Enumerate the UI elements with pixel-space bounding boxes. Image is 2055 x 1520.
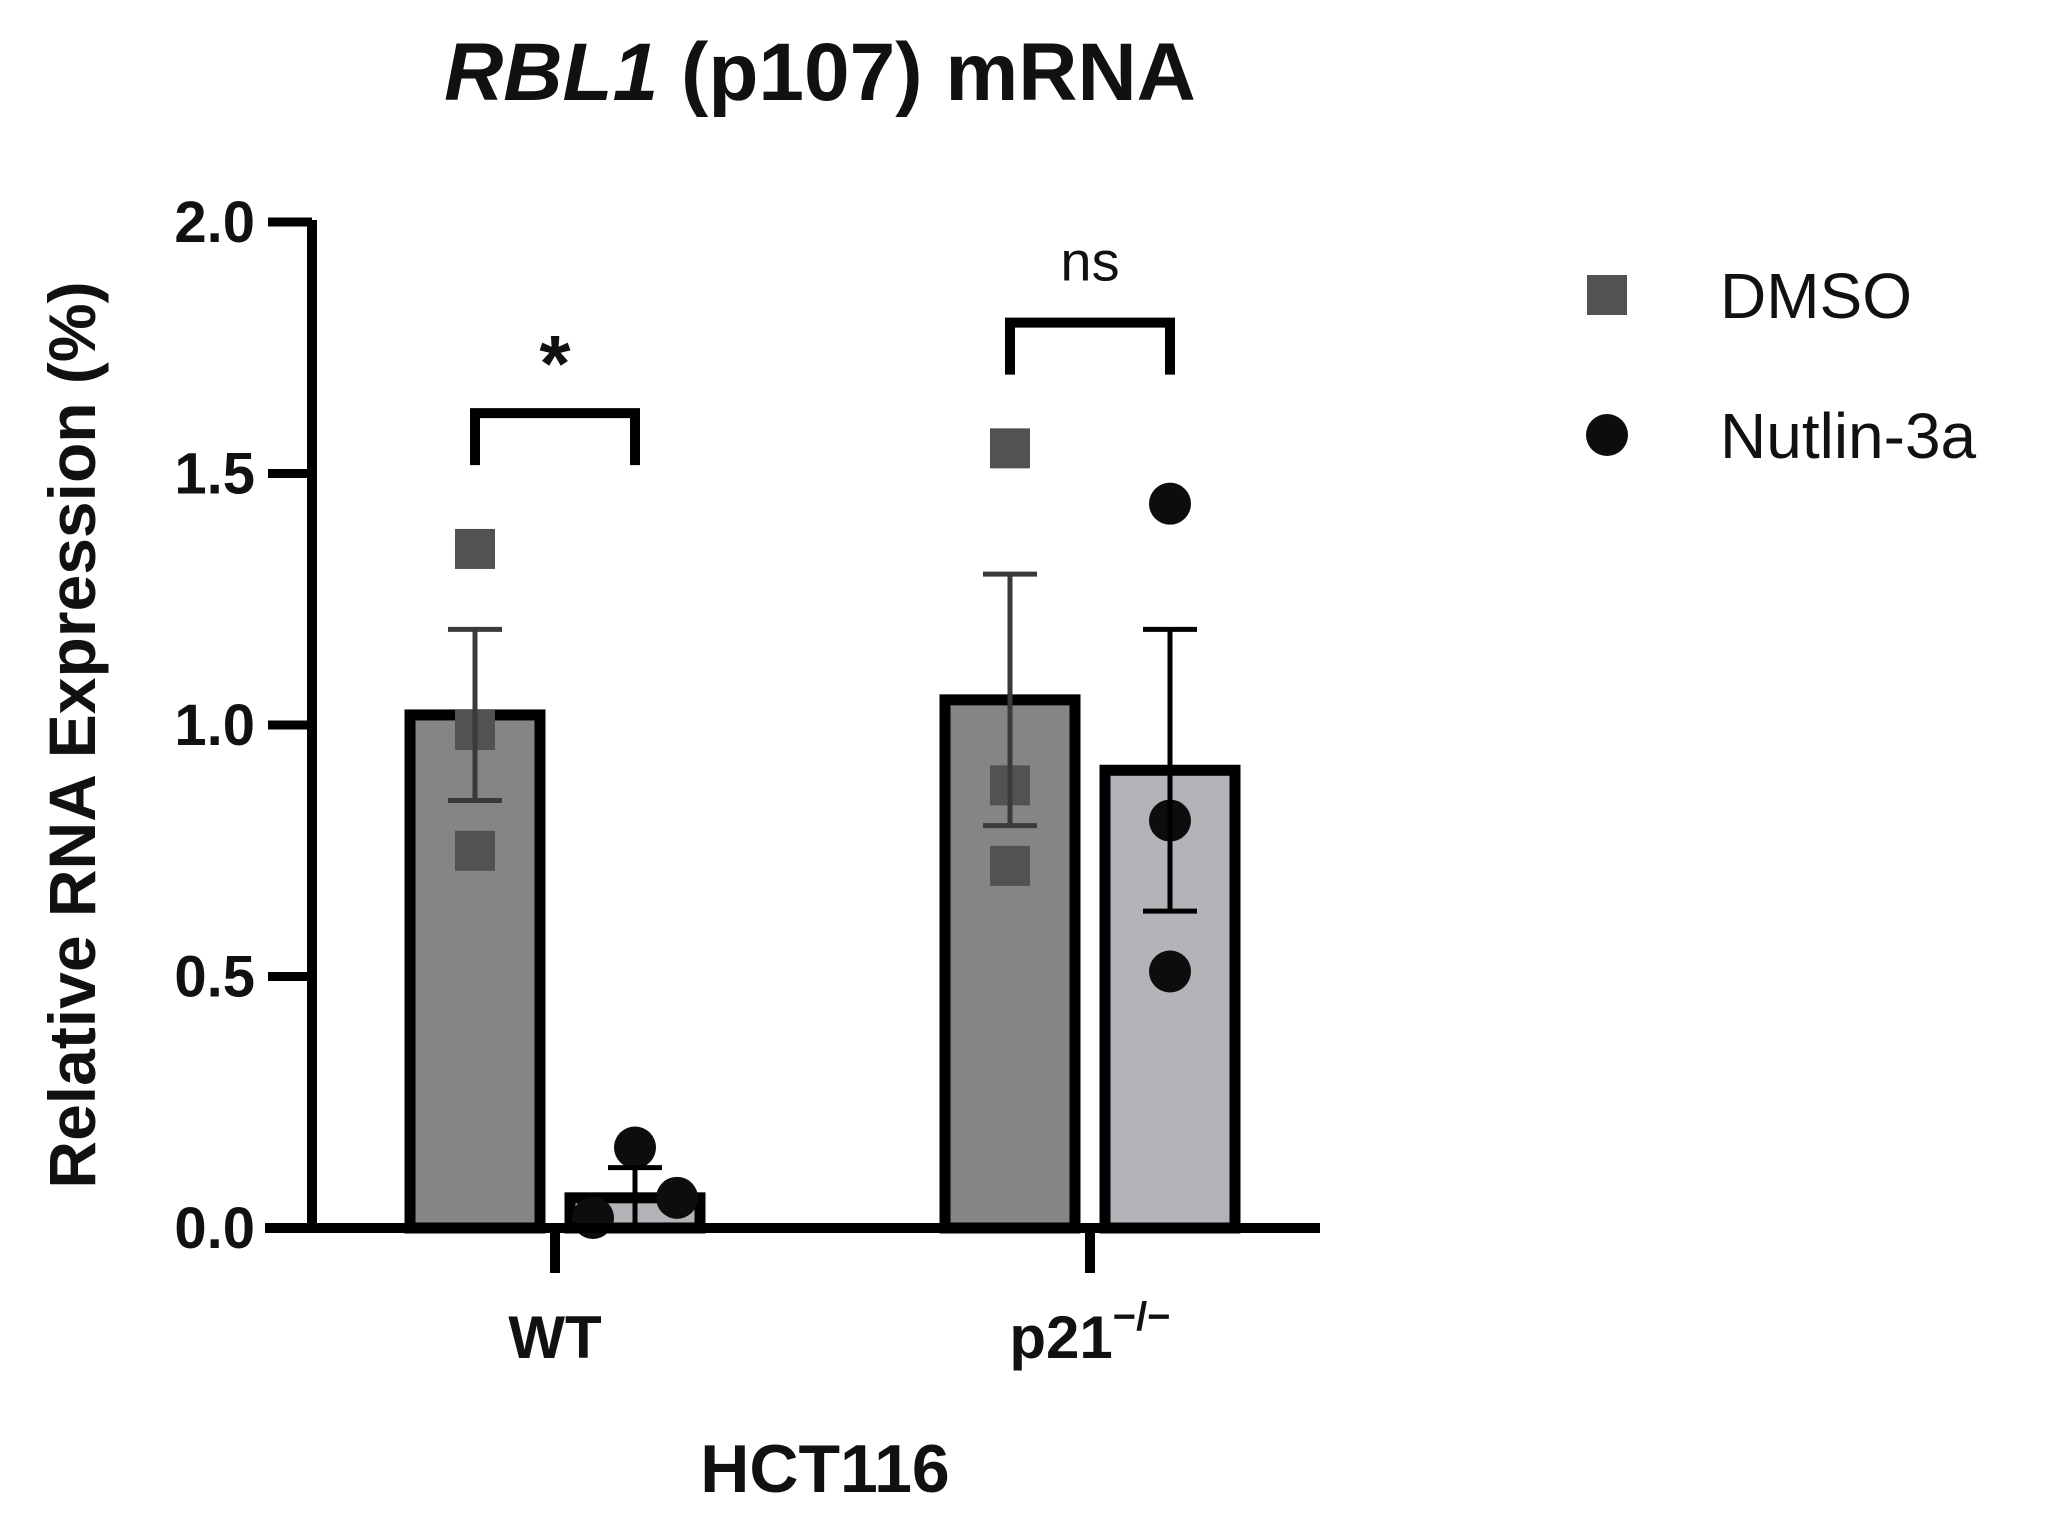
y-tick-label: 1.5 [174,442,255,507]
significance-label: ns [1060,230,1119,293]
y-axis-label: Relative RNA Expression (%) [35,281,109,1188]
data-point-circle [1149,950,1191,993]
data-point-square [990,845,1030,886]
data-point-circle [614,1126,656,1169]
data-point-square [990,428,1030,469]
significance-brackets: * ns [470,230,1175,466]
data-point-circle [656,1176,698,1219]
legend-label: DMSO [1720,260,1912,332]
x-category-label: p21−/− [1009,1295,1170,1371]
x-category-label-text: p21 [1009,1304,1112,1371]
y-axis-ticks: 0.0 0.5 1.0 1.5 2.0 [174,190,312,1261]
data-point-square [455,528,495,569]
significance-bracket [470,408,640,466]
y-tick-label: 0.0 [174,1196,255,1261]
x-category-label-text: WT [508,1304,601,1371]
x-category-superscript: −/− [1113,1295,1171,1339]
x-axis-categories: WT p21−/− [508,1228,1171,1371]
y-tick-label: 2.0 [174,190,255,255]
bars-layer [404,694,1241,1234]
error-bars-layer [448,571,1197,1231]
data-point-square [455,830,495,871]
legend-label: Nutlin-3a [1720,400,1977,472]
x-axis-label: HCT116 [700,1431,949,1507]
legend-marker-circle [1586,414,1628,456]
chart-title-italic: RBL1 [444,27,658,118]
significance-label: * [539,319,571,408]
y-tick-label: 0.5 [174,945,255,1010]
legend: DMSO Nutlin-3a [1586,260,1977,472]
y-tick-label: 1.0 [174,693,255,758]
x-category-label: WT [508,1304,601,1371]
legend-marker-square [1587,275,1627,315]
data-points-layer [455,428,1191,1239]
chart-title-rest: (p107) mRNA [658,27,1196,118]
data-point-circle [1149,482,1191,525]
significance-bracket [1005,317,1175,375]
chart-title: RBL1 (p107) mRNA [444,27,1196,118]
